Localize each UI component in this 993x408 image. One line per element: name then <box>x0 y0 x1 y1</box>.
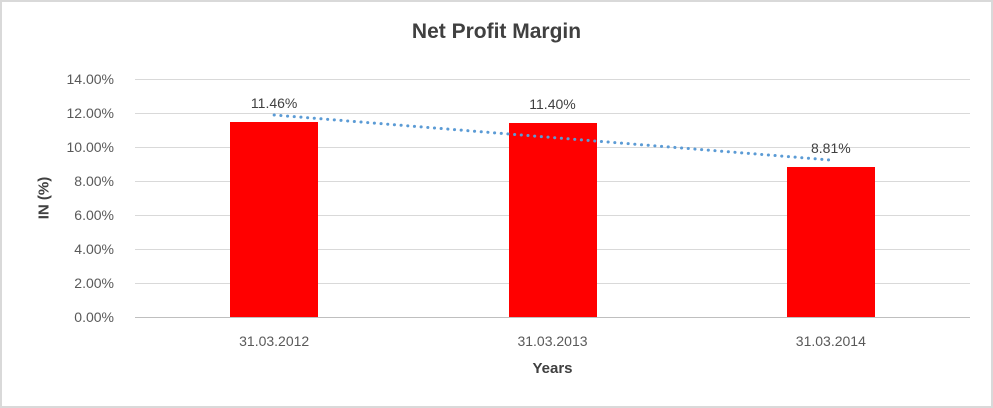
bar <box>508 123 597 317</box>
gridline <box>135 79 970 80</box>
y-tick-label: 6.00% <box>74 207 114 223</box>
y-tick-label: 12.00% <box>66 105 114 121</box>
chart-title: Net Profit Margin <box>411 20 582 43</box>
gridline <box>135 113 970 114</box>
y-tick-label: 4.00% <box>74 241 114 257</box>
y-tick-label: 10.00% <box>66 139 114 155</box>
x-tick-label: 31.03.2014 <box>795 333 866 349</box>
x-axis-title: Years <box>532 360 573 377</box>
bar <box>230 122 319 317</box>
trendline <box>272 113 833 162</box>
x-tick-label: 31.03.2012 <box>239 333 310 349</box>
x-axis: 31.03.2012 31.03.2013 31.03.2014 <box>135 333 970 353</box>
y-tick-label: 8.00% <box>74 173 114 189</box>
bar-value-label: 11.46% <box>250 95 298 112</box>
y-axis: 0.00% 2.00% 4.00% 6.00% 8.00% 10.00% 12.00% 14.… <box>2 71 114 325</box>
bar-value-label: 8.81% <box>810 140 851 157</box>
y-tick-label: 14.00% <box>66 71 114 87</box>
bar-value-label: 11.40% <box>529 96 576 113</box>
plot-area: 11.46% 11.40% 8.81% <box>135 79 970 318</box>
bar <box>786 167 875 317</box>
y-tick-label: 0.00% <box>74 309 114 325</box>
y-tick-label: 2.00% <box>74 275 114 291</box>
x-axis-line <box>135 317 970 318</box>
x-tick-label: 31.03.2013 <box>517 333 588 349</box>
